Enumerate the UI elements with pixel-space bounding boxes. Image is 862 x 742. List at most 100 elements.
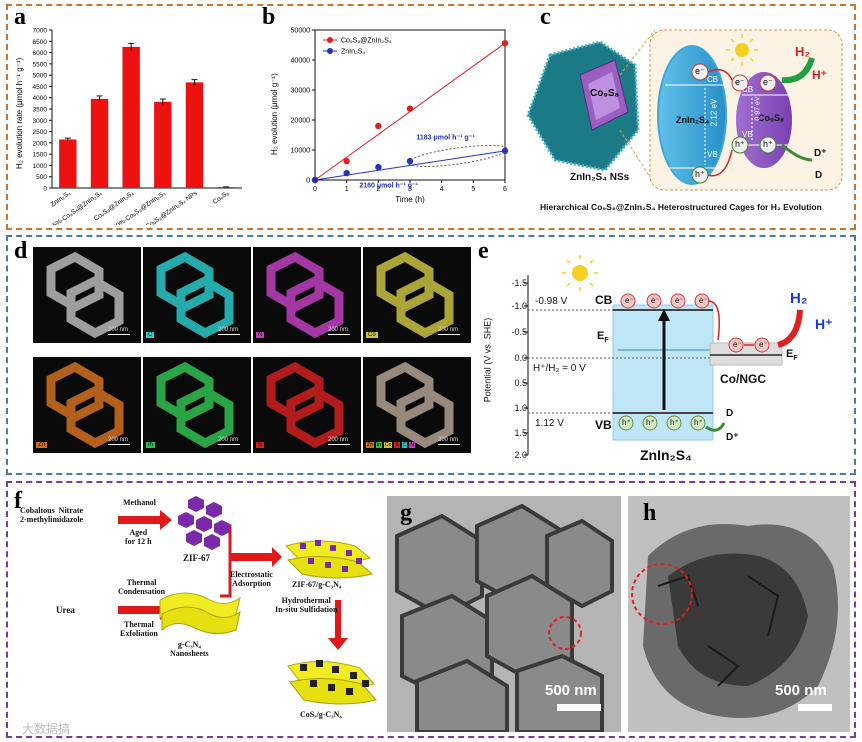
merge-element-label: N [409, 442, 416, 448]
aged-text: Aged for 12 h [125, 528, 152, 546]
sun-icon [735, 43, 749, 57]
methanol-text: Methanol [123, 498, 156, 507]
vb-label-co: VB [742, 130, 753, 139]
y-tick-label: 3500 [33, 107, 48, 114]
scale-label: 200 nm [218, 327, 239, 333]
x-tick-label: 6 [503, 186, 507, 193]
gap-zis: 2.12 eV [709, 98, 719, 127]
arrow-methanol [118, 510, 172, 530]
y-tick-label: 30000 [291, 88, 311, 95]
bar-chart-panel-a: 0 500 1000 1500 2000 2500 3000 3500 4000 4500 5000… [15, 28, 242, 225]
data-point [406, 105, 414, 112]
x-tick-label: 5 [471, 186, 475, 193]
y-tick-label: 2500 [33, 129, 48, 136]
cocatalyst-label: Co/NGC [720, 372, 766, 386]
hplus-label: H⁺ [812, 68, 827, 82]
dplus-label: D⁺ [814, 148, 827, 159]
y-axis-label: H₂ evolution rate (μmol h⁻¹ g⁻¹) [15, 57, 24, 169]
d-label: D [815, 170, 823, 181]
vb-label-e: VB [595, 418, 612, 432]
precursor-text: Cobaltous Nitrate 2-methylimidazole [20, 506, 84, 524]
band-diagram-panel-e [524, 255, 803, 456]
scale-label: 200 nm [328, 437, 349, 443]
eds-map-tile: 200 nm Zn In Co S C N [363, 357, 471, 453]
potential-tick-label: 0.0 [514, 353, 527, 363]
merge-element-label: In [375, 442, 383, 448]
y-tick-label: 500 [36, 174, 47, 181]
annotation: 1183 μmol h⁻¹ g⁻¹ [416, 135, 475, 142]
d-label-e: D [726, 408, 734, 419]
y-tick-label: 1500 [33, 152, 48, 159]
heterostructure-schematic [526, 29, 843, 191]
fit-line [314, 150, 506, 181]
y-tick-label: 4500 [33, 84, 48, 91]
element-label: C [146, 332, 155, 338]
panel-label-c: c [540, 4, 551, 30]
zif67-label: ZIF-67 [183, 553, 210, 563]
bar [90, 98, 109, 188]
synthesis-scheme [118, 496, 377, 705]
panel-label-a: a [14, 4, 26, 30]
y-tick-label: 4000 [33, 95, 48, 102]
x-tick-label: 1 [345, 186, 349, 193]
panel-label-d: d [14, 238, 28, 264]
panel-label-h: h [643, 500, 657, 526]
x-tick-label: Co₉S₈ [212, 190, 231, 206]
potential-tick-label: 0.5 [514, 378, 527, 388]
cb-label-zis: CB [707, 75, 719, 84]
electron-label: e⁻ [695, 66, 705, 76]
eds-map-tile: 200 nm In [143, 357, 251, 453]
x-tick-label: Co₉S₈@ZnIn₂S₄ NPs [145, 189, 200, 225]
thermal-cond-text: Thermal Condensation [118, 578, 166, 596]
potential-tick-label: -0.5 [511, 327, 527, 337]
y-tick-label: 10000 [291, 148, 311, 155]
product-label: CoSₓ/g-C₃N₄ [300, 710, 342, 719]
scale-label: 200 nm [108, 437, 129, 443]
eds-map-tile: 200 nm Co [363, 247, 471, 343]
element-label: N [256, 332, 265, 338]
middle-row-frame [6, 235, 856, 475]
vb-potential: 1.12 V [535, 418, 564, 429]
potential-axis-label: Potential (V vs. SHE) [482, 317, 493, 403]
electron-symbol: e⁻ [675, 296, 684, 305]
co9s8-ellipse [736, 72, 792, 168]
cb-label-co: CB [742, 85, 754, 94]
oxidation-arrow [781, 143, 813, 162]
merge-element-label: C [401, 442, 408, 448]
tem-image-h [628, 496, 850, 732]
merge-element-label: Zn [366, 442, 374, 448]
data-point [501, 147, 509, 155]
bar [122, 46, 140, 188]
element-label: Zn [36, 442, 48, 448]
hydrothermal-text: Hydrothermal In-situ Sulfidation [275, 596, 338, 614]
oxidation-arrow-e [705, 422, 726, 432]
hole-symbol: h⁺ [694, 418, 703, 427]
gap-co: 0.97 eV [754, 96, 762, 121]
fermi-level-co: EF [786, 348, 798, 363]
element-label: Co [366, 332, 378, 338]
potential-tick-label: 2.0 [514, 450, 527, 460]
hole-symbol: h⁺ [646, 418, 655, 427]
bar [154, 101, 172, 188]
eds-map-tile: 200 nm Zn [33, 357, 141, 453]
eds-map-grid: 200 nm 200 nm C 200 nm N 200 nm Co 200 nm Zn… [33, 247, 473, 467]
cage-texture [526, 40, 640, 172]
cage-label: Co₉S₈ [590, 88, 620, 99]
y-tick-label: 40000 [291, 58, 311, 65]
scale-bar-h: 500 nm [775, 682, 827, 699]
material-label-e: ZnIn₂S₄ [640, 447, 692, 463]
scale-bar-g: 500 nm [545, 682, 597, 699]
scale-label: 200 nm [328, 327, 349, 333]
data-point [311, 176, 319, 184]
electron-symbol: e⁻ [625, 296, 634, 305]
hole-symbol: h⁺ [670, 418, 679, 427]
co9s8-label: Co₉S₈ [758, 113, 785, 123]
y-tick-label: 7000 [33, 28, 48, 35]
y-tick-label: 6000 [33, 50, 48, 57]
scale-label: 200 nm [438, 437, 459, 443]
potential-tick-label: 1.0 [514, 403, 527, 413]
y-tick-label: 20000 [291, 118, 311, 125]
x-tick-label: 2 [376, 186, 380, 193]
panel-label-e: e [478, 238, 489, 264]
y-tick-label: 5500 [33, 61, 48, 68]
